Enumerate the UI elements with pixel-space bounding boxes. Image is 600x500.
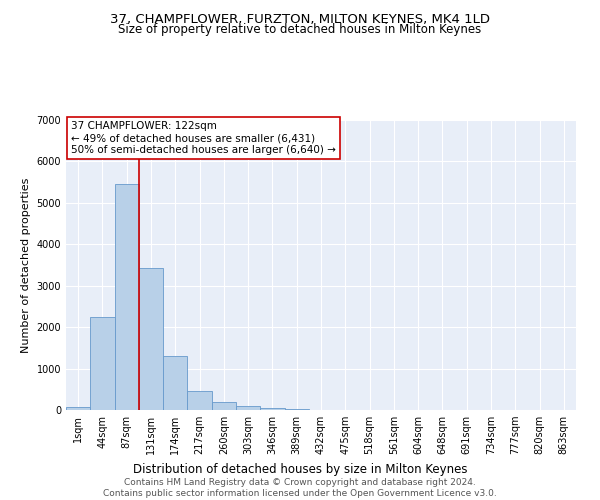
Bar xyxy=(187,390,212,410)
Text: 37, CHAMPFLOWER, FURZTON, MILTON KEYNES, MK4 1LD: 37, CHAMPFLOWER, FURZTON, MILTON KEYNES,… xyxy=(110,12,490,26)
Bar xyxy=(90,317,115,410)
Bar xyxy=(115,184,139,410)
Bar xyxy=(236,406,260,410)
Bar xyxy=(260,408,284,410)
Text: Distribution of detached houses by size in Milton Keynes: Distribution of detached houses by size … xyxy=(133,462,467,475)
Bar xyxy=(139,268,163,410)
Y-axis label: Number of detached properties: Number of detached properties xyxy=(21,178,31,352)
Text: 37 CHAMPFLOWER: 122sqm
← 49% of detached houses are smaller (6,431)
50% of semi-: 37 CHAMPFLOWER: 122sqm ← 49% of detached… xyxy=(71,122,336,154)
Bar xyxy=(163,356,187,410)
Bar xyxy=(284,409,309,410)
Text: Size of property relative to detached houses in Milton Keynes: Size of property relative to detached ho… xyxy=(118,22,482,36)
Bar xyxy=(212,402,236,410)
Text: Contains HM Land Registry data © Crown copyright and database right 2024.
Contai: Contains HM Land Registry data © Crown c… xyxy=(103,478,497,498)
Bar xyxy=(66,407,90,410)
